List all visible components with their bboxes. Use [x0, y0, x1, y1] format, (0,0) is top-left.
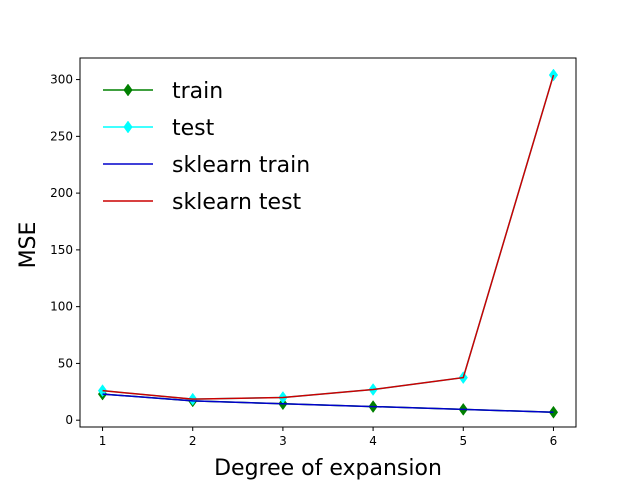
axis-ticks: 1 2 3 4 5 6 0 50 100 150 200 250 300 [50, 73, 557, 448]
plot-marks [97, 68, 559, 419]
legend-label-train: train [172, 79, 223, 104]
series-line-sklearn-test [102, 74, 555, 400]
x-tick-label: 2 [189, 434, 197, 448]
legend: train test sklearn train sklearn test [103, 79, 310, 215]
legend-label-sklearn-test: sklearn test [172, 190, 302, 215]
x-tick-label: 3 [279, 434, 287, 448]
x-tick-label: 6 [550, 434, 558, 448]
x-tick-label: 1 [99, 434, 107, 448]
x-axis-label: Degree of expansion [214, 456, 442, 480]
y-tick-label: 300 [50, 73, 73, 87]
x-tick-label: 4 [369, 434, 377, 448]
y-tick-label: 100 [50, 300, 73, 314]
data-point-train [548, 405, 559, 419]
series-line-test [102, 74, 555, 400]
y-tick-label: 200 [50, 186, 73, 200]
data-point-test [548, 68, 559, 82]
y-tick-label: 50 [58, 356, 73, 370]
legend-marker-train [123, 83, 133, 97]
y-axis-label: MSE [16, 222, 41, 269]
y-tick-label: 150 [50, 243, 73, 257]
plot-frame [79, 57, 577, 428]
series-line-sklearn-train [102, 393, 554, 413]
y-tick-label: 0 [65, 413, 73, 427]
legend-label-sklearn-train: sklearn train [172, 153, 310, 178]
legend-label-test: test [172, 116, 215, 141]
y-tick-label: 250 [50, 129, 73, 143]
x-tick-label: 5 [459, 434, 467, 448]
legend-marker-test [123, 120, 133, 134]
